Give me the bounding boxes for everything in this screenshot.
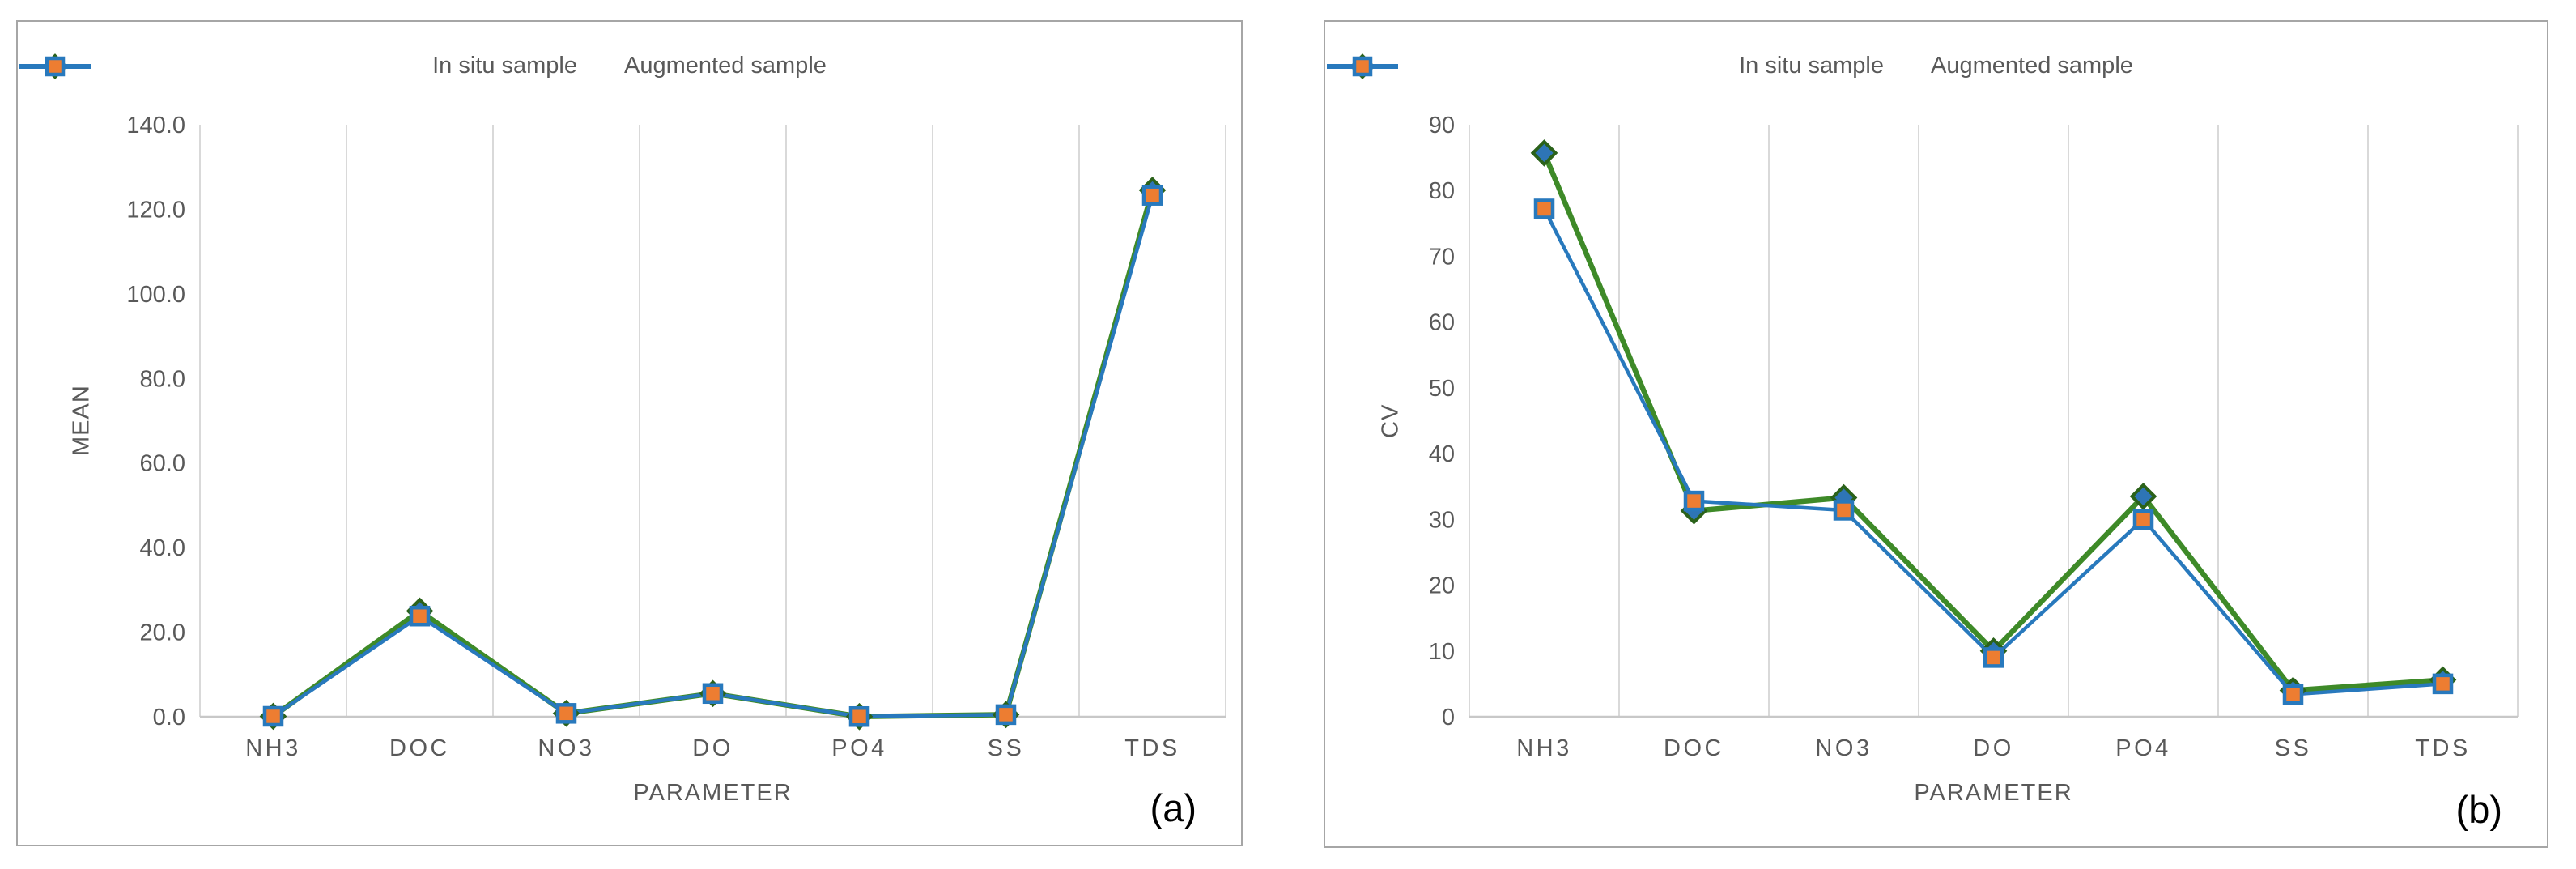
x-axis-tick-label: NO3 [538, 735, 594, 761]
marker-square [702, 683, 724, 705]
marker-square [2282, 684, 2304, 705]
series-line-augmented-sample [1542, 207, 2443, 696]
x-axis-tick-label: NH3 [1516, 735, 1572, 761]
chart-panel-b: In situ sample Augmented sample CV 0 10 20 3… [1324, 20, 2548, 848]
legend-item-augmented: Augmented sample [1327, 53, 2133, 79]
y-axis-tick-label: 80.0 [140, 366, 185, 392]
y-axis-tick-label: 20 [1429, 573, 1455, 599]
series-line-in-situ-sample [271, 190, 1155, 719]
y-axis-tick-label: 70 [1429, 244, 1455, 270]
y-axis-tick-label: 0.0 [153, 705, 185, 731]
marker-square [2132, 509, 2154, 530]
x-axis-title: PARAMETER [1914, 780, 2073, 806]
x-axis-tick-label: SS [988, 735, 1025, 761]
legend-swatch-blue-line-square-icon [1327, 56, 1398, 77]
x-axis-title: PARAMETER [633, 780, 793, 806]
plot-area: 0 10 20 30 40 50 60 70 80 90 NH3 DOC NO3 DO PO4 SS TDS [1429, 113, 2519, 761]
y-axis-tick-label: 80 [1429, 178, 1455, 204]
x-axis-tick-label: NH3 [245, 735, 301, 761]
marker-square [1683, 490, 1705, 512]
marker-square [2432, 673, 2454, 695]
marker-square [262, 705, 284, 727]
y-axis-tick-label: 40.0 [140, 535, 185, 561]
chart-panel-a: In situ sample Augmented sample MEAN 0.0 2… [16, 20, 1243, 846]
x-axis-tick-label: DO [692, 735, 733, 761]
marker-square [1533, 198, 1555, 219]
legend-label: In situ sample [432, 53, 578, 79]
legend-label: In situ sample [1739, 53, 1885, 79]
x-axis-tick-label: TDS [1124, 735, 1180, 761]
x-axis-tick-label: TDS [2415, 735, 2471, 761]
x-axis-tick-label: PO4 [2115, 735, 2171, 761]
plot-area: 0.0 20.0 40.0 60.0 80.0 100.0 120.0 140.0 NH3 DOC… [126, 113, 1226, 761]
series-line-augmented-sample [272, 194, 1154, 718]
panel-label: (b) [2455, 788, 2502, 831]
panel-label: (a) [1150, 786, 1197, 829]
marker-square [1983, 647, 2004, 668]
y-axis-tick-label: 30 [1429, 507, 1455, 533]
marker-square [1141, 185, 1163, 206]
marker-square [1352, 56, 1373, 77]
marker-square [555, 703, 577, 724]
legend-item-augmented: Augmented sample [19, 53, 827, 79]
x-axis-tick-label: SS [2275, 735, 2312, 761]
legend: In situ sample Augmented sample [1325, 53, 2547, 79]
marker-diamond [1530, 139, 1558, 167]
legend-swatch-blue-line-square-icon [19, 56, 91, 77]
y-axis-tick-label: 140.0 [126, 113, 185, 138]
x-axis-tick-label: DO [1973, 735, 2014, 761]
y-axis-tick-label: 10 [1429, 639, 1455, 665]
y-axis-tick-label: 20.0 [140, 620, 185, 646]
y-axis-tick-label: 60 [1429, 310, 1455, 336]
marker-square [995, 704, 1017, 726]
marker-square [45, 56, 66, 77]
y-axis-tick-label: 100.0 [126, 282, 185, 308]
y-axis-tick-label: 90 [1429, 113, 1455, 138]
legend-label: Augmented sample [1931, 53, 2133, 79]
y-axis-tick-label: 40 [1429, 441, 1455, 467]
y-axis-tick-label: 50 [1429, 376, 1455, 402]
y-axis-tick-label: 60.0 [140, 451, 185, 477]
marker-square [848, 705, 870, 727]
marker-square [409, 605, 431, 627]
marker-square [1833, 500, 1855, 521]
legend: In situ sample Augmented sample [18, 53, 1241, 79]
y-axis-tick-label: 120.0 [126, 197, 185, 223]
x-axis-tick-label: PO4 [831, 735, 887, 761]
series-line-in-situ-sample [1541, 151, 2443, 693]
marker-diamond [2129, 483, 2157, 510]
x-axis-tick-label: DOC [389, 735, 450, 761]
y-axis-tick-label: 0 [1442, 705, 1455, 731]
x-axis-tick-label: DOC [1664, 735, 1724, 761]
legend-label: Augmented sample [624, 53, 827, 79]
x-axis-tick-label: NO3 [1815, 735, 1872, 761]
